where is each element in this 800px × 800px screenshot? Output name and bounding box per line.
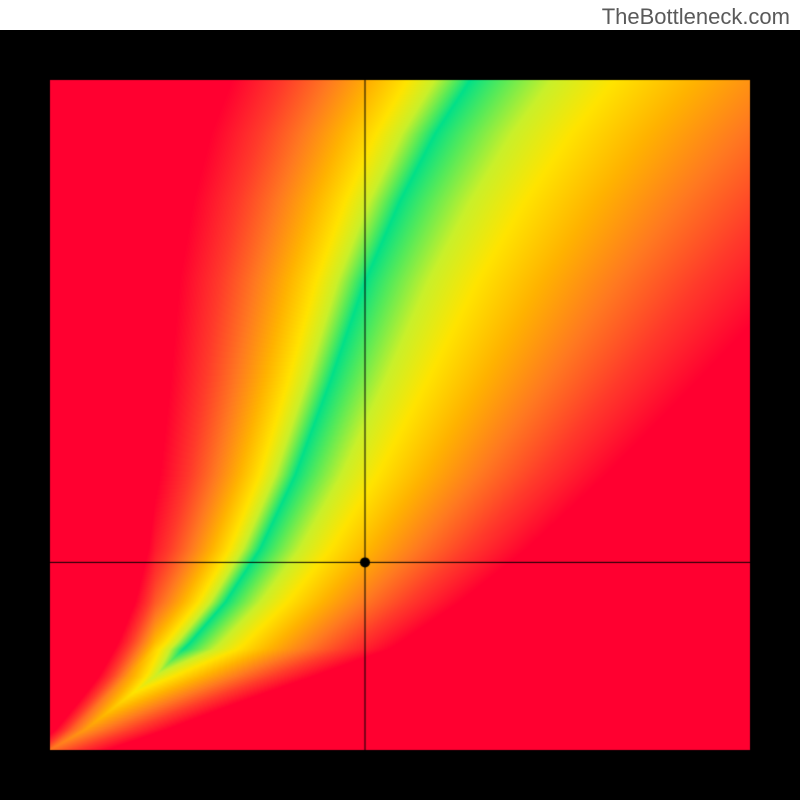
root: TheBottleneck.com (0, 0, 800, 800)
chart-frame (0, 30, 800, 800)
watermark-text: TheBottleneck.com (602, 4, 790, 30)
heatmap-canvas (0, 30, 800, 800)
